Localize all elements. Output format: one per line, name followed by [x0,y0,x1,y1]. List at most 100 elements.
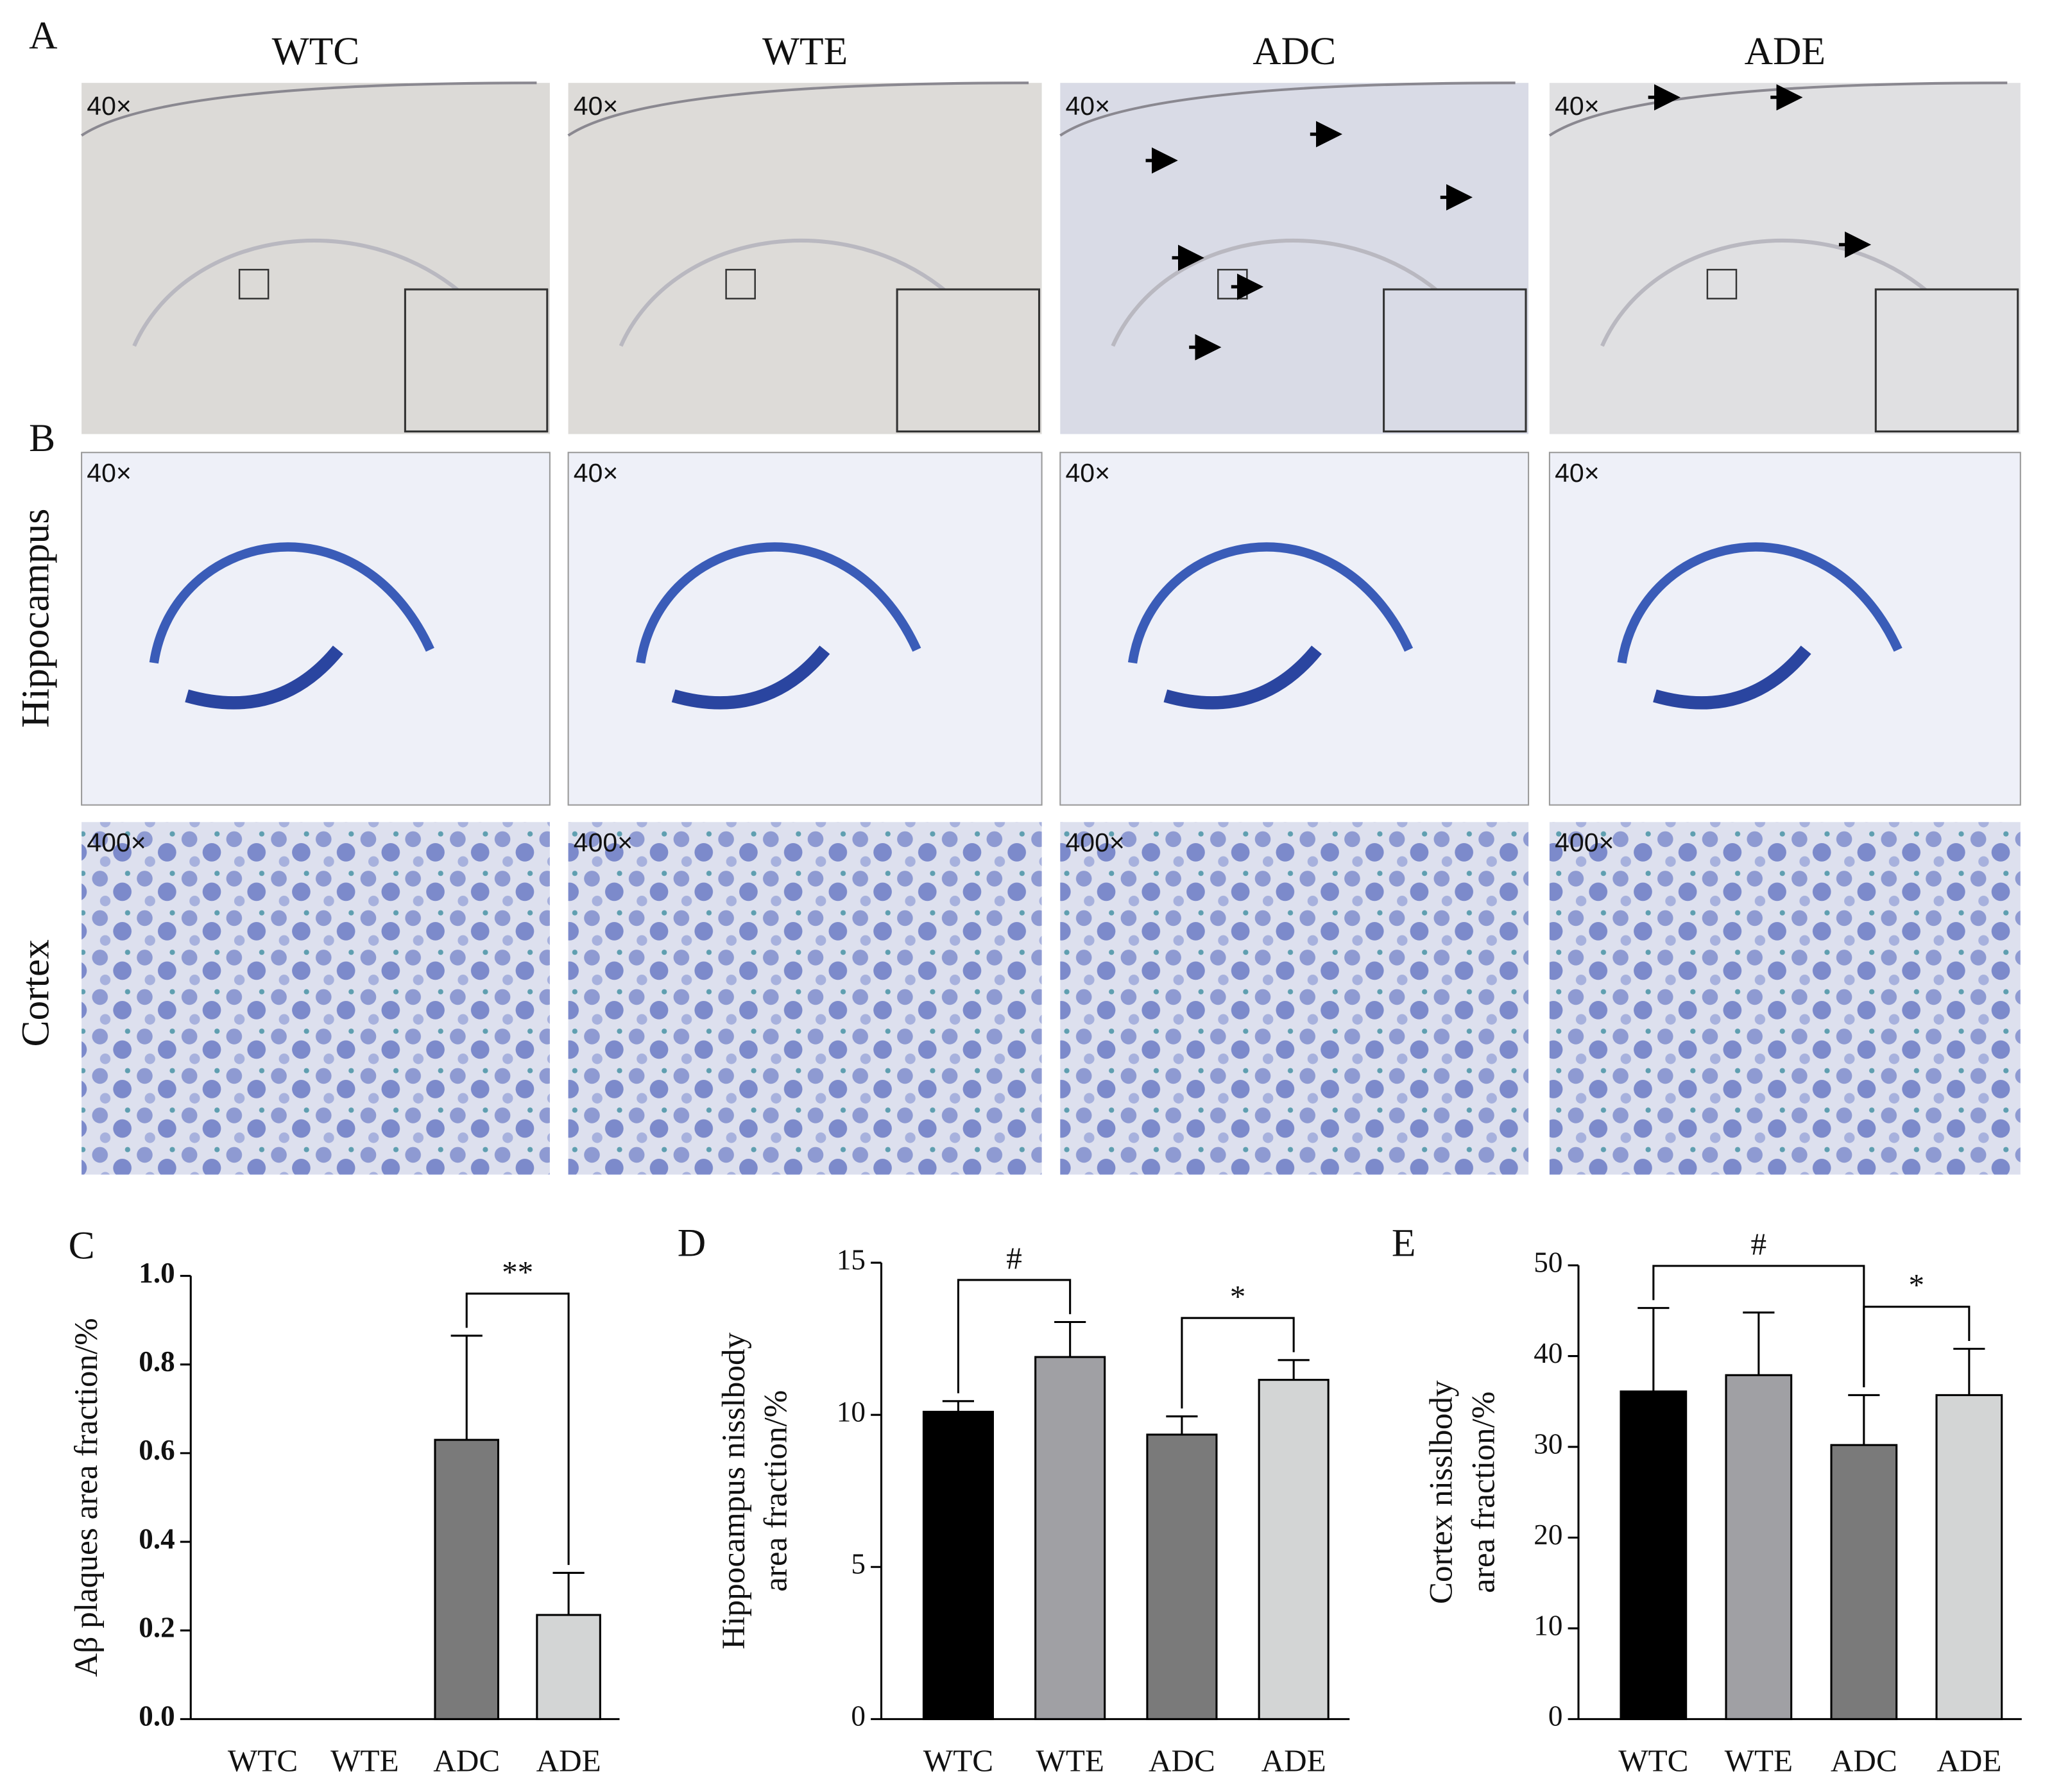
bar [1620,1390,1688,1720]
magnification: 400× [1555,828,1614,857]
y-tick-label: 0.8 [139,1345,175,1378]
tissue-outline [132,239,478,347]
ca-layer [1127,542,1414,664]
y-axis-label: area fraction/% [757,1390,794,1592]
significance-label: ** [502,1254,533,1290]
column-header: ADE [1745,30,1825,73]
bar [1146,1433,1218,1720]
significance-bracket [957,1279,1072,1394]
magnification: 400× [1066,828,1125,857]
nissl-image [81,822,550,1175]
nissl-image [1060,822,1529,1175]
x-tick-label: ADC [1831,1743,1897,1778]
bar [434,1438,500,1720]
magnification: 40× [574,91,619,121]
tissue-outline [619,239,964,347]
x-tick-label: WTE [1036,1743,1104,1778]
y-tick-label: 15 [837,1243,866,1276]
y-tick-label: 0.6 [139,1434,175,1466]
magnification: 40× [87,91,132,121]
y-tick-label: 30 [1534,1428,1562,1460]
y-tick-label: 0.0 [139,1700,175,1732]
panel-label: C [69,1224,95,1268]
tissue-edge [80,81,537,137]
y-tick-label: 10 [837,1396,866,1428]
significance-label: * [1909,1267,1925,1302]
tissue-edge [1548,81,2008,137]
nissl-image [568,822,1042,1175]
tissue-edge [567,81,1029,137]
ca-layer [1617,542,1902,664]
inset [1874,288,2019,432]
nissl-image [567,452,1043,806]
nissl-image [81,452,551,806]
y-tick-label: 0 [1548,1700,1563,1732]
dentate-gyrus [185,645,343,710]
y-axis-label: Aβ plaques area fraction/% [68,1318,105,1677]
significance-label: # [1751,1227,1767,1262]
magnification: 400× [87,828,146,857]
x-tick-label: ADE [1937,1743,2001,1778]
x-tick-label: ADE [1261,1743,1326,1778]
row-label: Hippocampus [14,509,58,728]
significance-bracket [465,1292,570,1566]
significance-label: * [1230,1279,1246,1314]
y-tick-label: 1.0 [139,1257,175,1289]
dentate-gyrus [1163,645,1322,710]
magnification: 40× [1066,458,1111,488]
y-tick-label: 40 [1534,1337,1562,1369]
x-tick-label: ADC [433,1743,500,1778]
panel-label: A [29,14,57,58]
x-tick-label: WTC [1618,1743,1688,1778]
nissl-image [1549,822,2021,1175]
x-tick-label: ADC [1149,1743,1215,1778]
x-tick-label: WTE [330,1743,399,1778]
magnification: 40× [1555,458,1600,488]
column-header: ADC [1253,30,1336,73]
bar [1725,1374,1793,1720]
y-tick-label: 5 [851,1548,866,1580]
dentate-gyrus [671,645,830,710]
bar [536,1614,601,1720]
y-tick-label: 10 [1534,1609,1562,1641]
column-header: WTE [762,30,848,73]
bar [1258,1379,1330,1720]
tissue-edge [1059,81,1516,137]
bar [1935,1394,2003,1720]
x-tick-label: ADE [536,1743,601,1778]
roi-box [238,269,269,300]
y-axis-label: Cortex nisslbody [1423,1380,1460,1604]
inset [1383,288,1527,432]
tissue-outline [1600,239,1946,347]
y-tick-label: 50 [1534,1246,1562,1278]
bar [922,1410,994,1720]
panel-label: B [29,416,55,460]
magnification: 40× [1555,91,1600,121]
panel-label: D [678,1222,706,1265]
inset [404,288,549,432]
magnification: 40× [1066,91,1111,121]
x-tick-label: WTC [228,1743,298,1778]
significance-bracket [1863,1306,1971,1388]
x-tick-label: WTC [923,1743,993,1778]
significance-label: # [1006,1240,1022,1276]
panel-label: E [1392,1222,1416,1265]
row-label: Cortex [14,939,58,1046]
roi-box [1706,269,1738,300]
magnification: 400× [574,828,633,857]
tissue-outline [1111,239,1457,347]
ca-layer [149,542,434,664]
roi-box [725,269,756,300]
y-tick-label: 0.2 [139,1612,175,1644]
bar [1830,1444,1898,1720]
ca-layer [636,542,921,664]
y-tick-label: 20 [1534,1519,1562,1551]
y-axis-label: area fraction/% [1465,1392,1501,1593]
inset [896,288,1041,432]
magnification: 40× [574,458,619,488]
y-axis-label: Hippocampus nisslbody [715,1332,752,1649]
y-tick-label: 0 [851,1700,866,1732]
y-tick-label: 0.4 [139,1523,175,1555]
dentate-gyrus [1653,645,1811,710]
